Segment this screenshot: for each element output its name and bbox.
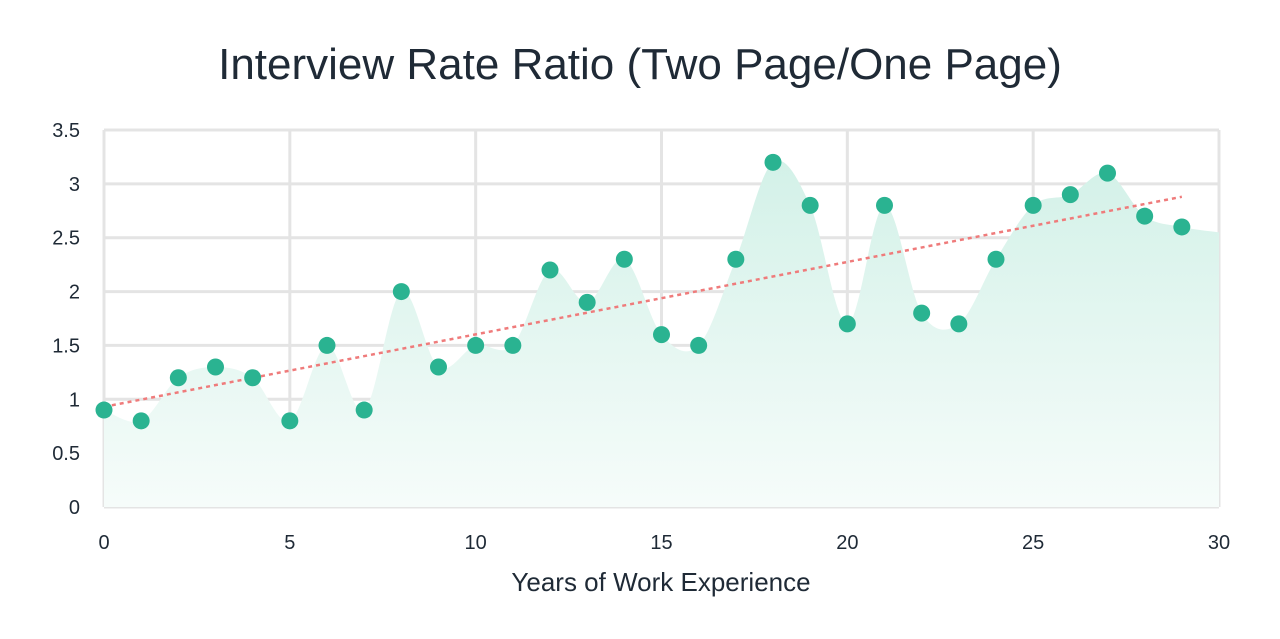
data-point xyxy=(132,412,150,430)
y-tick-label: 3.5 xyxy=(52,120,80,142)
y-tick-label: 1 xyxy=(69,389,80,411)
y-axis-ticks: 0 0.5 1 1.5 2 2.5 3 3.5 xyxy=(52,120,80,519)
data-point xyxy=(318,336,336,354)
x-tick-label: 10 xyxy=(465,532,487,554)
data-point xyxy=(1024,196,1042,214)
data-point xyxy=(504,336,522,354)
data-point xyxy=(281,412,299,430)
data-point xyxy=(876,196,893,214)
x-axis-ticks: 0 5 10 15 20 25 30 xyxy=(98,532,1230,554)
data-point xyxy=(207,358,224,376)
x-tick-label: 5 xyxy=(284,532,295,554)
y-tick-label: 0 xyxy=(69,497,80,519)
trend-line xyxy=(103,195,1183,409)
data-point xyxy=(653,326,670,344)
data-point xyxy=(169,369,187,387)
data-point xyxy=(430,358,447,376)
data-point xyxy=(727,250,745,268)
data-point xyxy=(244,369,262,387)
data-point xyxy=(578,293,596,311)
data-point xyxy=(987,250,1005,268)
data-point xyxy=(1136,207,1154,225)
data-point xyxy=(764,153,782,171)
data-point xyxy=(467,336,485,354)
y-tick-label: 2.5 xyxy=(52,228,80,250)
data-point xyxy=(690,336,708,354)
data-point xyxy=(801,196,819,214)
x-tick-label: 25 xyxy=(1022,532,1044,554)
chart-title: Interview Rate Ratio (Two Page/One Page) xyxy=(218,40,1062,89)
y-tick-label: 1.5 xyxy=(52,335,80,357)
data-point xyxy=(913,304,931,322)
x-tick-label: 30 xyxy=(1208,532,1230,554)
data-point xyxy=(392,283,410,301)
data-point xyxy=(1173,218,1191,236)
x-axis-title: Years of Work Experience xyxy=(511,567,810,597)
y-tick-label: 2 xyxy=(69,282,80,304)
area-path xyxy=(104,160,1219,507)
data-point xyxy=(355,401,373,419)
x-tick-label: 15 xyxy=(650,532,672,554)
data-point xyxy=(838,315,856,333)
trendline xyxy=(103,195,1183,409)
data-point xyxy=(541,261,559,279)
data-point xyxy=(950,315,968,333)
data-points xyxy=(95,153,1191,430)
data-point xyxy=(95,401,113,419)
data-point xyxy=(615,250,633,268)
x-tick-label: 20 xyxy=(836,532,858,554)
data-point xyxy=(1061,186,1079,204)
y-tick-label: 0.5 xyxy=(52,443,80,465)
y-tick-label: 3 xyxy=(69,174,80,196)
area-fill xyxy=(104,160,1219,507)
data-point xyxy=(1099,164,1116,182)
x-tick-label: 0 xyxy=(98,532,109,554)
